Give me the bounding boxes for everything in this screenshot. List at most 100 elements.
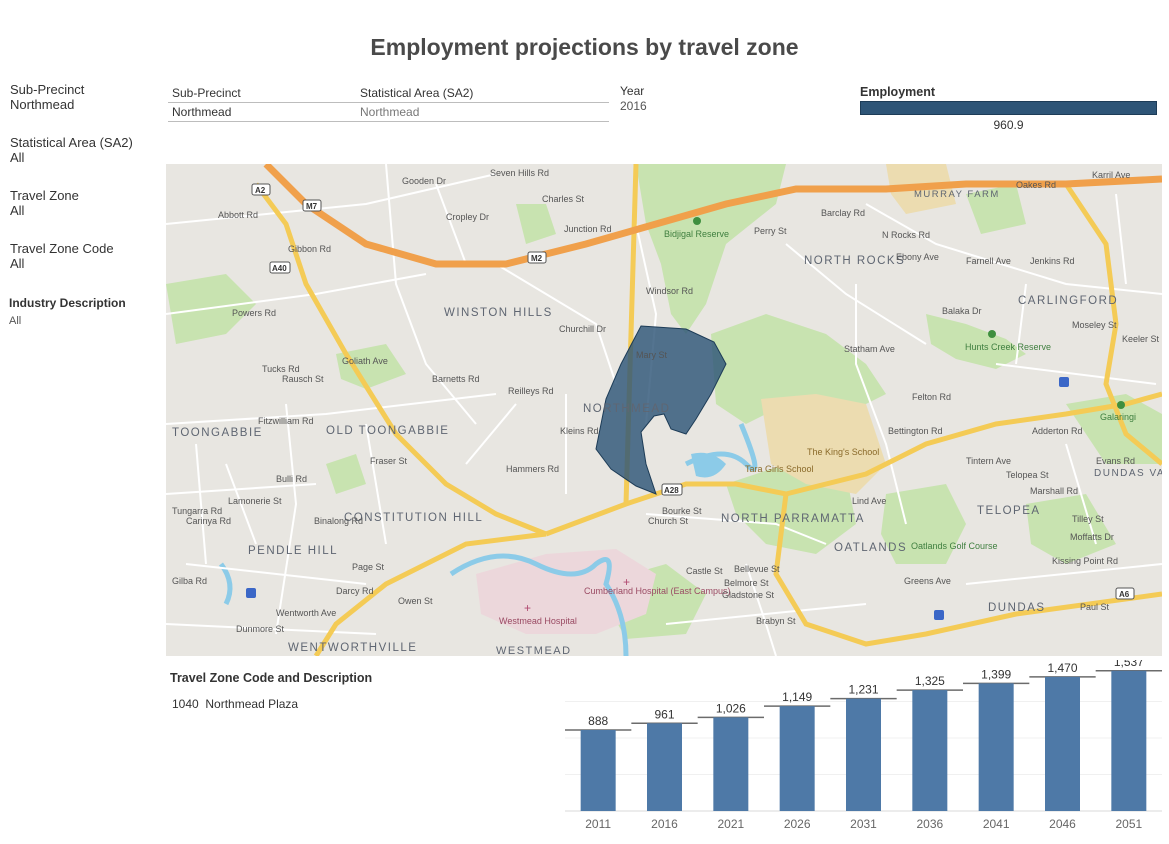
chart-bar[interactable]	[912, 690, 948, 811]
street-label: Farnell Ave	[966, 256, 1011, 266]
street-label: Bettington Rd	[888, 426, 943, 436]
street-label: Owen St	[398, 596, 433, 606]
employment-value: 960.9	[993, 118, 1024, 132]
column-header-sub-precinct: Sub-Precinct	[172, 86, 241, 100]
filter-label: Travel Zone	[10, 188, 79, 203]
place-kings-school: The King's School	[807, 447, 879, 457]
chart-bar[interactable]	[1045, 676, 1080, 811]
street-label: Binalong Rd	[314, 516, 363, 526]
chart-bar[interactable]	[713, 717, 749, 811]
place-galaringi: Galaringi	[1100, 412, 1136, 422]
street-label: Cropley Dr	[446, 212, 489, 222]
travel-zone-code: 1040	[172, 697, 199, 711]
street-label: Wentworth Ave	[276, 608, 336, 618]
chart-bar[interactable]	[1111, 670, 1147, 811]
train-station-icon	[934, 610, 944, 620]
northmead-zone[interactable]	[595, 325, 727, 495]
street-label: N Rocks Rd	[882, 230, 930, 240]
street-label: Mary St	[636, 350, 668, 360]
street-label: Jenkins Rd	[1030, 256, 1075, 266]
chart-bar[interactable]	[846, 698, 881, 811]
place-westmead-hospital: Westmead Hospital	[499, 616, 577, 626]
shield-label: M7	[306, 202, 318, 211]
street-label: Oakes Rd	[1016, 180, 1056, 190]
street-label: Tintern Ave	[966, 456, 1011, 466]
street-label: Rausch St	[282, 374, 324, 384]
street-label: Lamonerie St	[228, 496, 282, 506]
filter-label: Sub-Precinct	[10, 82, 85, 97]
suburb-toongabbie: TOONGABBIE	[172, 427, 263, 439]
park-marker-icon	[693, 217, 701, 225]
chart-data-label: 961	[654, 707, 674, 721]
street-label: Keeler St	[1122, 334, 1160, 344]
filter-travel-zone-code[interactable]: Travel Zone Code All	[10, 241, 160, 271]
suburb-labels: WINSTON HILLS NORTH ROCKS CARLINGFORD MU…	[172, 189, 1162, 654]
chart-bar[interactable]	[580, 729, 616, 811]
shield-label: A6	[1119, 590, 1130, 599]
travel-zone-row[interactable]: 1040 Northmead Plaza	[172, 697, 298, 711]
road-shields: A2 M7 M2 A40 A28 A6	[251, 183, 1135, 600]
filter-label: Statistical Area (SA2)	[10, 135, 133, 150]
suburb-telopea: TELOPEA	[977, 505, 1041, 517]
filter-value: All	[10, 203, 25, 218]
street-label: Ebony Ave	[896, 252, 939, 262]
table-row[interactable]: Northmead Northmead	[168, 103, 609, 122]
suburb-carlingford: CARLINGFORD	[1018, 295, 1118, 307]
chart-bar[interactable]	[779, 706, 815, 811]
street-label: Belmore St	[724, 578, 769, 588]
place-hunts-creek-reserve: Hunts Creek Reserve	[965, 342, 1051, 352]
employment-bar[interactable]	[860, 101, 1157, 115]
street-label: Gilba Rd	[172, 576, 207, 586]
park-areas	[166, 164, 1162, 639]
chart-data-label: 1,149	[782, 690, 812, 704]
filter-value: All	[10, 150, 25, 165]
street-label: Adderton Rd	[1032, 426, 1083, 436]
chart-x-tick-label: 2031	[850, 817, 877, 831]
street-label: Perry St	[754, 226, 787, 236]
chart-x-tick-label: 2016	[651, 817, 678, 831]
street-label: Greens Ave	[904, 576, 951, 586]
train-station-icon	[246, 588, 256, 598]
street-label: Churchill Dr	[559, 324, 606, 334]
travel-zone-map[interactable]: WINSTON HILLS NORTH ROCKS CARLINGFORD MU…	[166, 164, 1162, 656]
street-label: Lind Ave	[852, 496, 886, 506]
cell-sa2: Northmead	[360, 105, 420, 119]
street-label: Charles St	[542, 194, 585, 204]
travel-zone-description: Northmead Plaza	[205, 697, 299, 711]
filter-travel-zone[interactable]: Travel Zone All	[10, 188, 160, 218]
chart-data-label: 1,325	[915, 674, 945, 688]
street-label: Felton Rd	[912, 392, 951, 402]
chart-x-tick-label: 2051	[1115, 817, 1142, 831]
street-label: Gibbon Rd	[288, 244, 331, 254]
column-header-sa2: Statistical Area (SA2)	[360, 86, 474, 100]
chart-bar[interactable]	[978, 683, 1014, 811]
map-canvas[interactable]: WINSTON HILLS NORTH ROCKS CARLINGFORD MU…	[166, 164, 1162, 656]
street-label: Tilley St	[1072, 514, 1104, 524]
suburb-old-toongabbie: OLD TOONGABBIE	[326, 425, 449, 437]
street-label: Moffatts Dr	[1070, 532, 1114, 542]
chart-x-tick-label: 2036	[916, 817, 943, 831]
year-selector[interactable]: Year 2016	[620, 84, 647, 114]
filter-sa2[interactable]: Statistical Area (SA2) All	[10, 135, 160, 165]
chart-bar[interactable]	[647, 723, 682, 811]
chart-data-label: 1,026	[716, 701, 746, 715]
street-label: Barnetts Rd	[432, 374, 480, 384]
filter-sub-precinct[interactable]: Sub-Precinct Northmead	[10, 82, 160, 112]
street-label: Barclay Rd	[821, 208, 865, 218]
street-label: Brabyn St	[756, 616, 796, 626]
street-labels: Seven Hills Rd Abbott Rd Gibbon Rd Power…	[172, 168, 1160, 634]
street-label: Reilleys Rd	[508, 386, 554, 396]
street-label: Evans Rd	[1096, 456, 1135, 466]
chart-x-tick-label: 2041	[983, 817, 1010, 831]
street-label: Windsor Rd	[646, 286, 693, 296]
filter-label: Industry Description	[9, 296, 126, 310]
filter-value: Northmead	[10, 97, 75, 112]
street-label: Goliath Ave	[342, 356, 388, 366]
street-label: Dunmore St	[236, 624, 285, 634]
suburb-winston-hills: WINSTON HILLS	[444, 307, 553, 319]
street-label: Tucks Rd	[262, 364, 300, 374]
train-station-icon	[1059, 377, 1069, 387]
lake	[691, 452, 726, 478]
filter-industry-description[interactable]: Industry Description All	[9, 296, 159, 329]
street-label: Carinya Rd	[186, 516, 231, 526]
